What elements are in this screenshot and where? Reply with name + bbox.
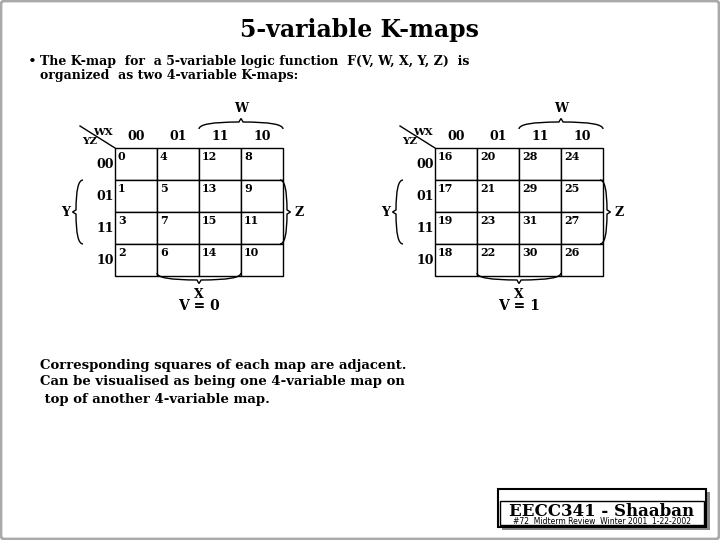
Text: organized  as two 4-variable K-maps:: organized as two 4-variable K-maps: (40, 70, 298, 83)
Bar (561, 244, 603, 276)
Text: 01: 01 (416, 190, 433, 202)
Text: 20: 20 (480, 151, 495, 162)
Bar (477, 180, 519, 212)
Text: 11: 11 (416, 221, 433, 234)
Bar (115, 244, 157, 276)
Bar (157, 244, 199, 276)
Text: 10: 10 (253, 131, 271, 144)
Bar (519, 244, 561, 276)
Bar (498, 489, 706, 527)
Text: W: W (554, 102, 568, 114)
Bar (241, 148, 283, 180)
Bar (519, 148, 561, 180)
Bar (500, 501, 704, 525)
Bar (199, 180, 241, 212)
Bar (241, 244, 283, 276)
Text: 15: 15 (202, 215, 217, 226)
Text: WX: WX (94, 128, 113, 137)
Text: 00: 00 (96, 158, 114, 171)
Text: 7: 7 (160, 215, 168, 226)
Bar (241, 212, 283, 244)
Text: 00: 00 (447, 131, 464, 144)
Text: 0: 0 (118, 151, 125, 162)
Text: 11: 11 (96, 221, 114, 234)
Bar (435, 244, 477, 276)
Text: top of another 4-variable map.: top of another 4-variable map. (40, 393, 270, 406)
Bar (519, 180, 561, 212)
Text: 11: 11 (531, 131, 549, 144)
Text: Z: Z (614, 206, 624, 219)
Bar (157, 180, 199, 212)
Text: 25: 25 (564, 183, 580, 194)
Bar (519, 212, 561, 244)
Text: 28: 28 (522, 151, 537, 162)
Text: 5: 5 (160, 183, 168, 194)
Text: 00: 00 (416, 158, 433, 171)
Text: YZ: YZ (402, 137, 417, 146)
Text: Z: Z (294, 206, 304, 219)
Text: 01: 01 (490, 131, 507, 144)
Text: 16: 16 (438, 151, 454, 162)
Text: The K-map  for  a 5-variable logic function  F(V, W, X, Y, Z)  is: The K-map for a 5-variable logic functio… (40, 55, 469, 68)
Text: 9: 9 (244, 183, 252, 194)
Text: 3: 3 (118, 215, 126, 226)
Bar (157, 212, 199, 244)
Bar (435, 148, 477, 180)
Text: Y: Y (61, 206, 71, 219)
Text: 10: 10 (416, 253, 433, 267)
Bar (115, 212, 157, 244)
Text: X: X (514, 287, 524, 300)
Bar (435, 212, 477, 244)
Text: 5-variable K-maps: 5-variable K-maps (240, 18, 480, 42)
Text: 29: 29 (522, 183, 537, 194)
Bar (157, 148, 199, 180)
Text: 24: 24 (564, 151, 580, 162)
Text: EECC341 - Shaaban: EECC341 - Shaaban (510, 503, 695, 519)
Text: X: X (194, 287, 204, 300)
Bar (477, 244, 519, 276)
Text: 01: 01 (169, 131, 186, 144)
Text: 21: 21 (480, 183, 495, 194)
Bar (502, 492, 710, 530)
Text: 11: 11 (211, 131, 229, 144)
Text: 23: 23 (480, 215, 495, 226)
Bar (561, 180, 603, 212)
Bar (477, 148, 519, 180)
Text: 10: 10 (244, 247, 259, 258)
Text: 01: 01 (96, 190, 114, 202)
Bar (561, 212, 603, 244)
Text: 13: 13 (202, 183, 217, 194)
Text: 10: 10 (96, 253, 114, 267)
Text: •: • (28, 55, 37, 69)
Text: 4: 4 (160, 151, 168, 162)
Bar (115, 148, 157, 180)
Bar (199, 244, 241, 276)
Text: 14: 14 (202, 247, 217, 258)
Text: 27: 27 (564, 215, 580, 226)
Bar (435, 180, 477, 212)
Text: 2: 2 (118, 247, 125, 258)
Text: 6: 6 (160, 247, 168, 258)
Text: W: W (234, 102, 248, 114)
Text: Can be visualised as being one 4-variable map on: Can be visualised as being one 4-variabl… (40, 375, 405, 388)
Bar (199, 148, 241, 180)
Text: 31: 31 (522, 215, 537, 226)
Text: 00: 00 (127, 131, 145, 144)
Text: 1: 1 (118, 183, 125, 194)
Bar (241, 180, 283, 212)
Text: 18: 18 (438, 247, 454, 258)
Text: Y: Y (382, 206, 390, 219)
Text: #72  Midterm Review  Winter 2001  1-22-2002: #72 Midterm Review Winter 2001 1-22-2002 (513, 517, 691, 526)
Text: 30: 30 (522, 247, 537, 258)
Text: WX: WX (413, 128, 433, 137)
Text: 19: 19 (438, 215, 454, 226)
Bar (561, 148, 603, 180)
Bar (477, 212, 519, 244)
Bar (115, 180, 157, 212)
Text: 8: 8 (244, 151, 252, 162)
Text: 10: 10 (573, 131, 590, 144)
Text: 12: 12 (202, 151, 217, 162)
Text: Corresponding squares of each map are adjacent.: Corresponding squares of each map are ad… (40, 359, 407, 372)
Text: 11: 11 (244, 215, 259, 226)
